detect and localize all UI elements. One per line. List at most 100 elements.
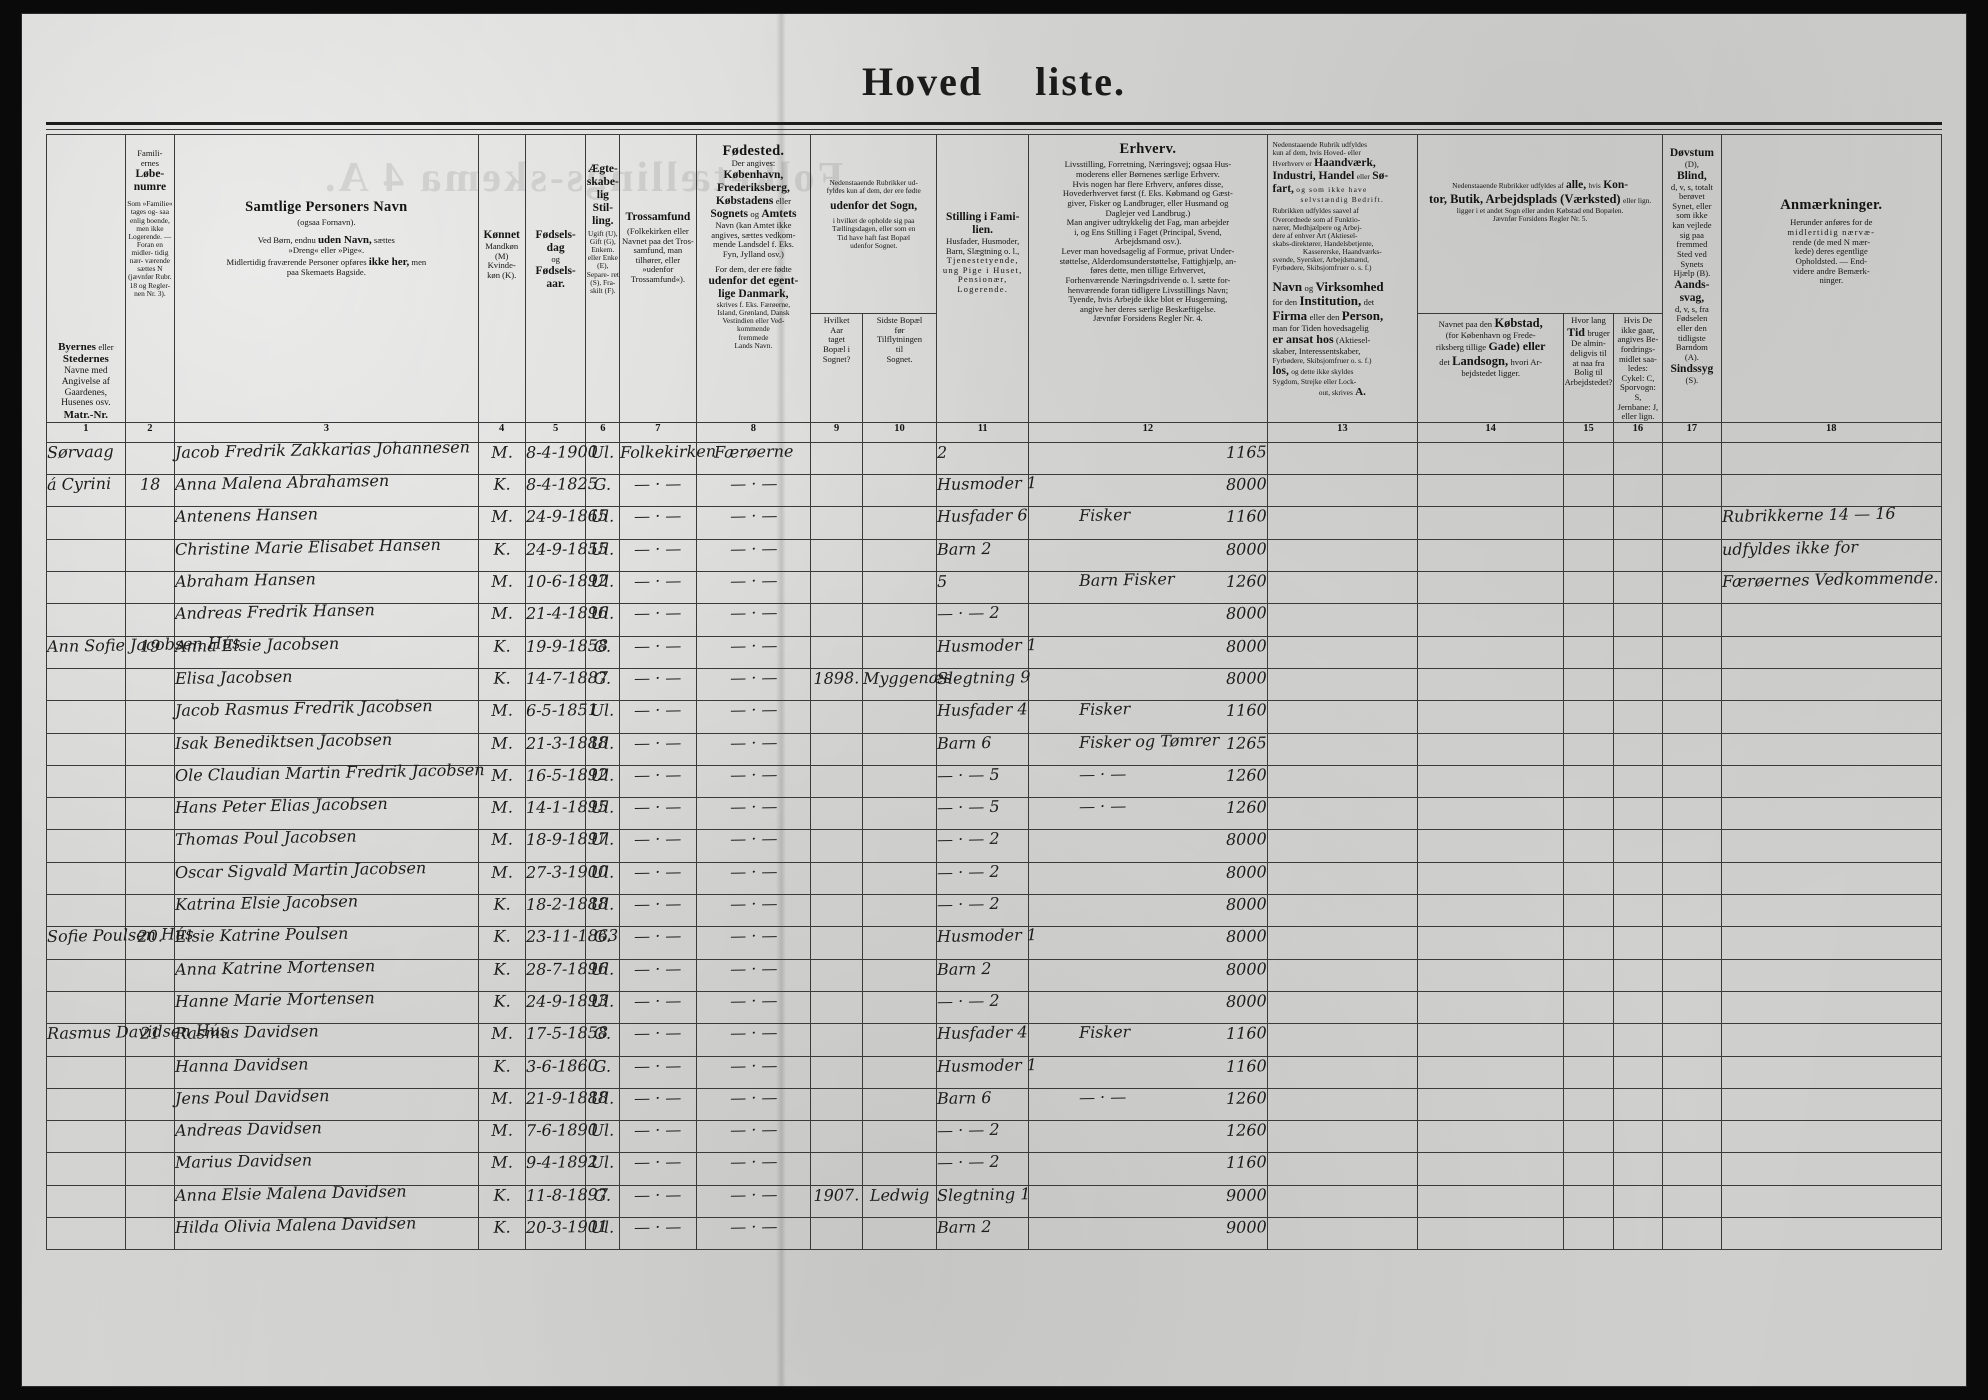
cell-birth-date: 24-9-1865 bbox=[524, 506, 608, 540]
marital-status-text: Ul. bbox=[590, 1088, 615, 1108]
cell-family-position: — · — 2 bbox=[936, 1120, 1030, 1154]
family-number-text: 19 bbox=[139, 636, 161, 656]
table-row: Jacob Rasmus Fredrik Jacobsen M. 6-5-1851 U… bbox=[46, 696, 1943, 734]
place-name-text bbox=[47, 1120, 125, 1121]
family-position-text: Barn 2 bbox=[936, 538, 992, 559]
previous-residence-text bbox=[863, 1023, 936, 1024]
person-name-text: Rasmus Davidsen bbox=[174, 1021, 319, 1044]
commute-time-text bbox=[1564, 442, 1612, 443]
disability-text bbox=[1663, 1217, 1720, 1218]
cell-workplace-town bbox=[1417, 474, 1565, 508]
c13-t10b: A. bbox=[1355, 385, 1366, 398]
c14-16-l2b: eller lign. bbox=[1622, 195, 1652, 205]
c15-l3: De almin- bbox=[1571, 338, 1606, 349]
c16-l2: ikke gaar, bbox=[1621, 324, 1655, 335]
cell-occupation: Fisker 1160 bbox=[1028, 1022, 1268, 1057]
transport-mode-text bbox=[1614, 1185, 1662, 1186]
cell-birth-place: — · — bbox=[695, 1217, 812, 1251]
cell-remarks bbox=[1720, 603, 1943, 637]
place-name-text bbox=[47, 764, 125, 765]
c4-l4: Kvinde- bbox=[487, 260, 516, 271]
sex-text: M. bbox=[490, 1088, 513, 1108]
cell-employer bbox=[1266, 990, 1419, 1025]
family-number-text bbox=[126, 1217, 174, 1218]
cell-previous-residence bbox=[861, 603, 938, 637]
cell-place-name: Sofie Poulsen Hús bbox=[46, 925, 194, 960]
cell-previous-residence bbox=[861, 732, 938, 766]
c15-l1: Hvor lang bbox=[1571, 315, 1606, 325]
birth-date-text: 18-2-1888 bbox=[525, 893, 608, 915]
cell-place-name bbox=[46, 1152, 126, 1186]
cell-remarks: Færøernes Vedkommende. bbox=[1720, 568, 1943, 605]
cell-workplace-town bbox=[1417, 861, 1565, 896]
cell-year-moved bbox=[810, 829, 863, 863]
cell-previous-residence bbox=[861, 829, 938, 863]
cell-place-name bbox=[46, 700, 126, 734]
disability-text bbox=[1663, 862, 1720, 863]
cell-religion: — · — bbox=[619, 894, 697, 928]
family-position-text: — · — 2 bbox=[936, 990, 1000, 1011]
cell-marital-status: Ul. bbox=[585, 797, 621, 831]
previous-residence-text bbox=[863, 1152, 936, 1153]
cell-disability bbox=[1662, 1023, 1722, 1057]
cell-transport-mode bbox=[1612, 990, 1664, 1025]
colnum-11: 11 bbox=[936, 421, 1030, 443]
c13-l7: Rubrikken udfyldes saavel af bbox=[1272, 206, 1359, 216]
cell-disability bbox=[1662, 861, 1722, 896]
table-row: Hanne Marie Mortensen K. 24-9-1893 Ul. — · —… bbox=[46, 988, 1943, 1025]
birth-place-text: — · — bbox=[729, 990, 778, 1011]
c12-l16: angive her deres særlige Beskæftigelse. bbox=[1080, 303, 1216, 314]
religion-text: — · — bbox=[634, 1152, 682, 1173]
c17-l15: svag, bbox=[1679, 291, 1705, 304]
marital-status-text: Ul. bbox=[590, 1217, 615, 1237]
cell-transport-mode bbox=[1612, 958, 1664, 992]
c4-l3: (M) bbox=[494, 250, 509, 261]
c6-l1: Ægte- bbox=[587, 163, 618, 175]
cell-commute-time bbox=[1563, 667, 1614, 702]
cell-place-name: Ann Sofie Jacobsen Hús bbox=[46, 633, 241, 669]
c16-l6: ledes: bbox=[1627, 363, 1648, 374]
cell-disability bbox=[1662, 635, 1722, 669]
c11-l8: Logerende. bbox=[957, 284, 1009, 295]
c8-l4: Frederiksberg, bbox=[716, 181, 790, 194]
cell-previous-residence bbox=[861, 538, 938, 573]
cell-year-moved bbox=[810, 474, 863, 508]
c12-l5: giver, Fisker og Landbruger, eller Husma… bbox=[1067, 197, 1229, 208]
c14-l1a: Navnet paa den bbox=[1438, 319, 1493, 329]
occupation-text bbox=[1029, 1000, 1079, 1001]
cell-commute-time bbox=[1563, 1216, 1614, 1251]
cell-disability bbox=[1662, 538, 1722, 573]
c15-l2a: Tid bbox=[1567, 324, 1585, 339]
year-moved-text: 1898. bbox=[813, 668, 860, 688]
c4-l5: køn (K). bbox=[487, 269, 517, 280]
cell-workplace-town bbox=[1417, 667, 1565, 702]
occupation-text bbox=[1029, 451, 1079, 452]
person-name-text: Andreas Fredrik Hansen bbox=[174, 600, 376, 624]
previous-residence-text bbox=[863, 506, 936, 507]
cell-occupation: — · — 1260 bbox=[1028, 764, 1268, 799]
cell-family-position: Husmoder 1 bbox=[936, 925, 1037, 960]
year-moved-text bbox=[811, 830, 862, 831]
cell-family-position: — · — 2 bbox=[936, 862, 1030, 896]
disability-text bbox=[1663, 991, 1720, 992]
cell-family-position: Barn 2 bbox=[936, 538, 1030, 573]
cell-employer bbox=[1266, 861, 1419, 896]
cell-employer bbox=[1266, 474, 1419, 508]
table-row: Rasmus Davidsen Hús 21 Rasmus Davidsen M. 17… bbox=[46, 1021, 1943, 1057]
table-row: Hans Peter Elias Jacobsen M. 14-1-1895 Ul. —… bbox=[46, 794, 1943, 831]
cell-remarks bbox=[1720, 797, 1943, 831]
table-row: Abraham Hansen M. 10-6-1892 Ul. — · — — · — 5 B… bbox=[46, 568, 1943, 605]
cell-remarks bbox=[1720, 441, 1943, 476]
cell-year-moved: 1898. bbox=[810, 667, 863, 702]
birth-place-text: — · — bbox=[729, 893, 778, 914]
birth-date-text: 28-7-1896 bbox=[525, 958, 608, 979]
c1-l5: Gaardenes, bbox=[64, 387, 108, 398]
cell-birth-date: 8-4-1825 bbox=[524, 474, 598, 508]
c3-l3a: Ved Børn, endnu bbox=[257, 235, 316, 245]
birth-date-text: 20-3-1901 bbox=[525, 1216, 608, 1237]
cell-person-name: Anna Elsie Malena Davidsen bbox=[174, 1181, 479, 1219]
c17-l22: Sindssyg bbox=[1670, 362, 1714, 375]
disability-text bbox=[1663, 732, 1720, 733]
cell-marital-status: G. bbox=[585, 635, 621, 669]
c18-l7: ninger. bbox=[1819, 275, 1844, 286]
